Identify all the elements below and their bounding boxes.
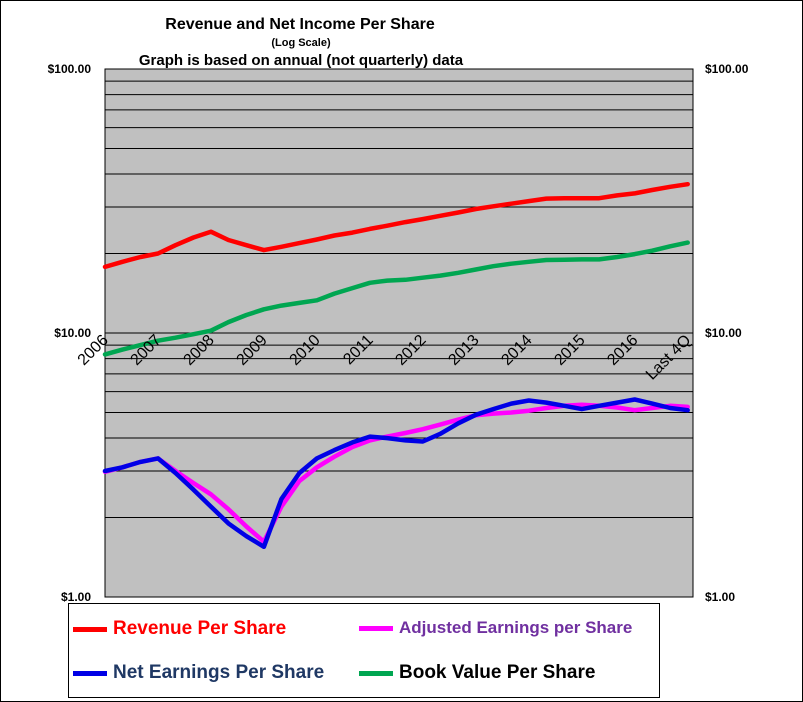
y-tick-label-right: $1.00 xyxy=(705,590,735,604)
legend-swatch-book-value xyxy=(359,670,393,676)
legend-label-adjusted-earnings: Adjusted Earnings per Share xyxy=(399,618,633,637)
legend-item-book-value: Book Value Per Share xyxy=(359,662,595,684)
series-line-2 xyxy=(102,397,690,550)
legend-swatch-adjusted-earnings xyxy=(359,625,393,631)
legend-item-adjusted-earnings: Adjusted Earnings per Share xyxy=(359,618,632,638)
legend-label-net-earnings: Net Earnings Per Share xyxy=(113,662,325,683)
legend-item-net-earnings: Net Earnings Per Share xyxy=(73,662,324,684)
legend-label-revenue: Revenue Per Share xyxy=(113,618,287,639)
y-tick-label-left: $10.00 xyxy=(54,326,91,340)
series-line-3 xyxy=(102,240,690,357)
legend-swatch-revenue xyxy=(73,626,107,632)
legend-item-revenue: Revenue Per Share xyxy=(73,618,286,640)
chart-note: Graph is based on annual (not quarterly)… xyxy=(138,52,464,69)
y-tick-label-right: $10.00 xyxy=(705,326,742,340)
y-tick-label-left: $100.00 xyxy=(48,62,92,76)
legend-label-book-value: Book Value Per Share xyxy=(399,662,596,683)
series-line-0 xyxy=(102,181,690,270)
y-tick-label-left: $1.00 xyxy=(61,590,91,604)
chart-title: Revenue and Net Income Per Share xyxy=(165,16,435,33)
chart-subtitle: (Log Scale) xyxy=(271,37,331,49)
legend-swatch-net-earnings xyxy=(73,670,107,676)
legend: Revenue Per Share Adjusted Earnings per … xyxy=(68,603,660,698)
y-tick-label-right: $100.00 xyxy=(705,62,749,76)
